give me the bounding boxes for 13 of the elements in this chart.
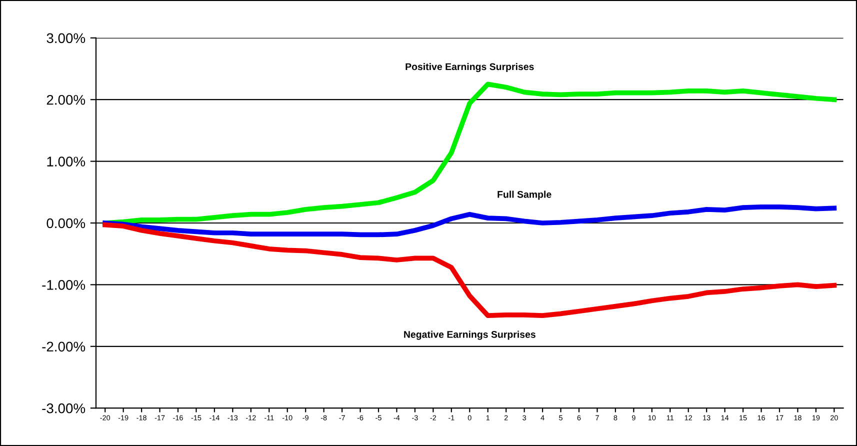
series-label: Negative Earnings Surprises xyxy=(404,330,536,340)
y-tick-label: 0.00% xyxy=(46,218,86,228)
y-tick-label: -3.00% xyxy=(42,403,86,414)
line-series xyxy=(102,222,837,318)
series-label: Full Sample xyxy=(498,190,552,200)
y-tick-label: -2.00% xyxy=(42,342,86,352)
line-series xyxy=(102,204,837,238)
y-tick-label: 2.00% xyxy=(46,94,86,105)
text: Positive Earnings Surprises xyxy=(406,62,534,72)
line-series xyxy=(102,82,837,226)
y-tick-label: 1.00% xyxy=(47,156,86,166)
y-tick-label: -1.00% xyxy=(42,280,86,290)
y-tick-label: 3.00% xyxy=(46,33,86,44)
